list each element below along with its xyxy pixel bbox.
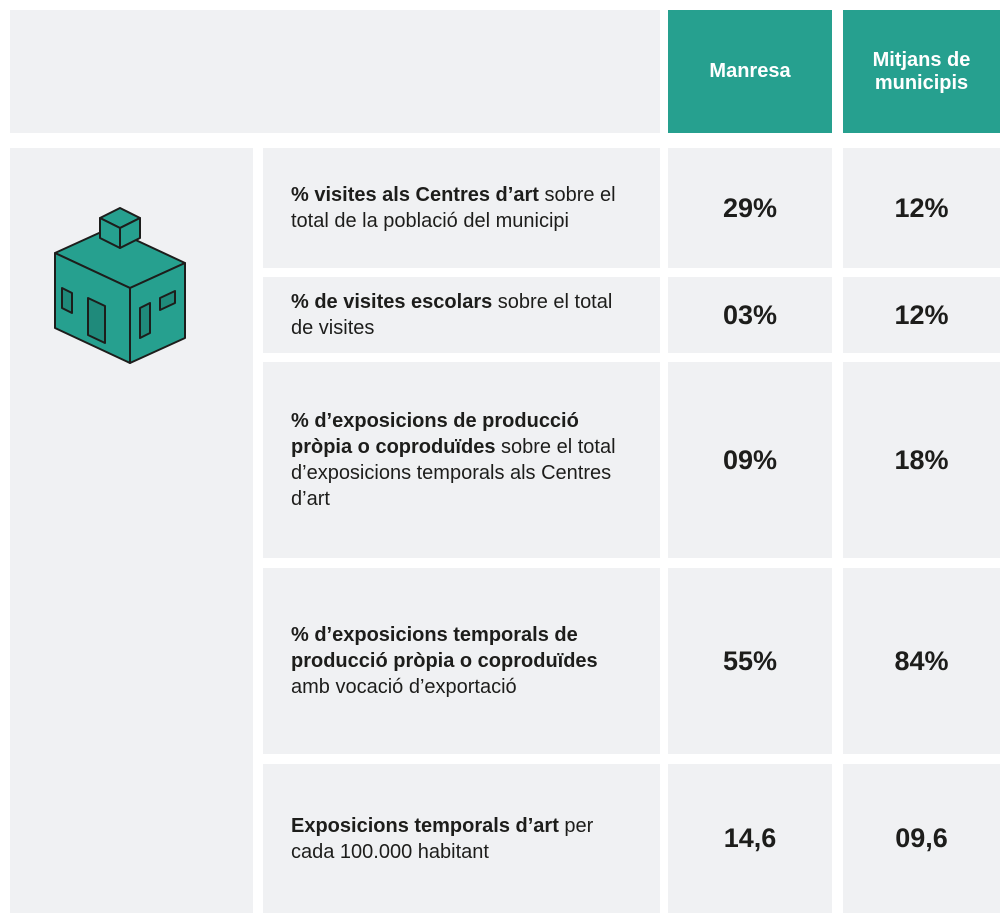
icon-cell	[10, 148, 253, 913]
value-cell: 09%	[668, 362, 832, 558]
label-rest: sobre el total d’exposicions temporals a…	[291, 436, 616, 510]
row-label: Exposicions temporals d’art per cada 100…	[263, 764, 660, 913]
label-bold: % de visites escolars	[291, 291, 493, 313]
value-cell: 09,6	[843, 764, 1000, 913]
value-cell: 12%	[843, 148, 1000, 268]
label-text: % d’exposicions temporals de producció p…	[291, 622, 620, 700]
label-rest: amb vocació d’exportació	[291, 676, 517, 698]
row-label: % d’exposicions temporals de producció p…	[263, 568, 660, 754]
label-bold: % visites als Centres d’art	[291, 184, 539, 206]
row-label: % d’exposicions de producció pròpia o co…	[263, 362, 660, 558]
column-header: Manresa	[668, 10, 832, 133]
column-header: Mitjans de municipis	[843, 10, 1000, 133]
value-cell: 18%	[843, 362, 1000, 558]
label-bold: % d’exposicions de producció pròpia o co…	[291, 410, 579, 458]
building-icon	[54, 207, 186, 364]
label-bold: % d’exposicions temporals de producció p…	[291, 624, 598, 672]
value-cell: 29%	[668, 148, 832, 268]
label-text: % visites als Centres d’art sobre el tot…	[291, 182, 620, 234]
label-text: Exposicions temporals d’art per cada 100…	[291, 813, 620, 865]
label-text: % d’exposicions de producció pròpia o co…	[291, 408, 620, 512]
label-bold: Exposicions temporals d’art	[291, 814, 559, 837]
value-cell: 12%	[843, 277, 1000, 353]
header-blank	[10, 10, 660, 133]
label-rest: sobre el total de la població del munici…	[291, 184, 616, 232]
value-cell: 14,6	[668, 764, 832, 913]
label-text: % de visites escolars sobre el total de …	[291, 289, 620, 341]
label-rest: sobre el total de visites	[291, 291, 613, 339]
value-cell: 84%	[843, 568, 1000, 754]
row-label: % de visites escolars sobre el total de …	[263, 277, 660, 353]
label-rest: per cada 100.000 habitant	[291, 814, 594, 863]
value-cell: 55%	[668, 568, 832, 754]
value-cell: 03%	[668, 277, 832, 353]
row-label: % visites als Centres d’art sobre el tot…	[263, 148, 660, 268]
